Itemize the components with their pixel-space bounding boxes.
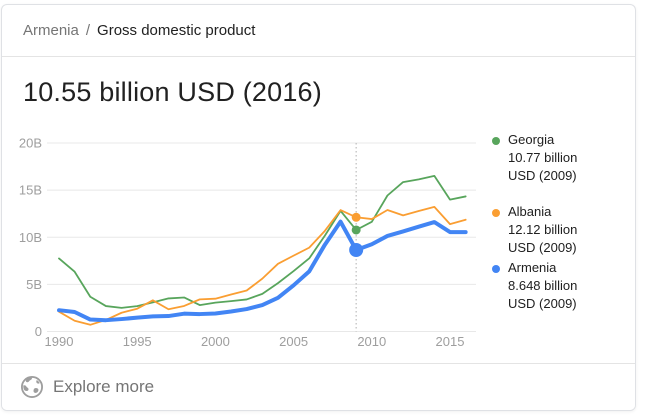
breadcrumb-metric: Gross domestic product [97, 22, 256, 39]
highlight-dot-albania [351, 212, 361, 222]
y-tick-label: 0 [35, 324, 42, 339]
legend-series-value: 10.77 billion [508, 150, 578, 165]
legend-dot-albania-icon [492, 209, 500, 217]
legend-series-name: Albania [508, 204, 552, 219]
gdp-line-chart[interactable]: 0 5B 10B 15B 20B 1990 1995 2000 2005 2010 2015 [2, 119, 482, 359]
y-tick-label: 20B [19, 136, 42, 151]
legend-series-value: 8.648 billion [508, 278, 578, 293]
legend-series-name: Armenia [508, 260, 557, 275]
y-tick-label: 15B [19, 183, 42, 198]
x-tick-label: 2010 [357, 334, 386, 349]
explore-more-link[interactable]: Explore more [53, 377, 155, 396]
series-line-georgia [58, 174, 467, 309]
highlight-dot-armenia [349, 242, 364, 257]
x-tick-label: 2015 [436, 334, 465, 349]
legend-dot-armenia-icon [492, 265, 500, 273]
legend-series-period: USD (2009) [508, 240, 577, 255]
chart-region[interactable]: 0 5B 10B 15B 20B 1990 1995 2000 2005 2010 2015 [2, 119, 482, 359]
breadcrumb-location[interactable]: Armenia [23, 22, 79, 39]
knowledge-card: Armenia / Gross domestic product 10.55 b… [1, 4, 636, 411]
legend-item-armenia: Armenia 8.648 billion USD (2009) [492, 259, 577, 313]
x-tick-label: 1990 [45, 334, 74, 349]
legend-series-period: USD (2009) [508, 296, 577, 311]
y-tick-label: 5B [26, 277, 42, 292]
chart-legend: Georgia 10.77 billion USD (2009) Albania… [492, 5, 635, 365]
x-tick-label: 2005 [279, 334, 308, 349]
breadcrumb-separator: / [85, 22, 91, 39]
x-tick-label: 1995 [123, 334, 152, 349]
breadcrumb: Armenia / Gross domestic product [2, 5, 635, 57]
legend-item-albania: Albania 12.12 billion USD (2009) [492, 203, 577, 257]
highlight-dot-georgia [351, 225, 361, 235]
series-line-albania [58, 206, 467, 326]
y-tick-label: 10B [19, 230, 42, 245]
legend-item-georgia: Georgia 10.77 billion USD (2009) [492, 131, 577, 185]
legend-series-value: 12.12 billion [508, 222, 578, 237]
headline-value: 10.55 billion USD (2016) [23, 77, 322, 107]
x-tick-label: 2000 [201, 334, 230, 349]
globe-icon [19, 374, 45, 400]
footer: Explore more [2, 363, 635, 410]
series-line-armenia [57, 219, 468, 323]
legend-series-name: Georgia [508, 132, 555, 147]
legend-dot-georgia-icon [492, 137, 500, 145]
legend-series-period: USD (2009) [508, 168, 577, 183]
